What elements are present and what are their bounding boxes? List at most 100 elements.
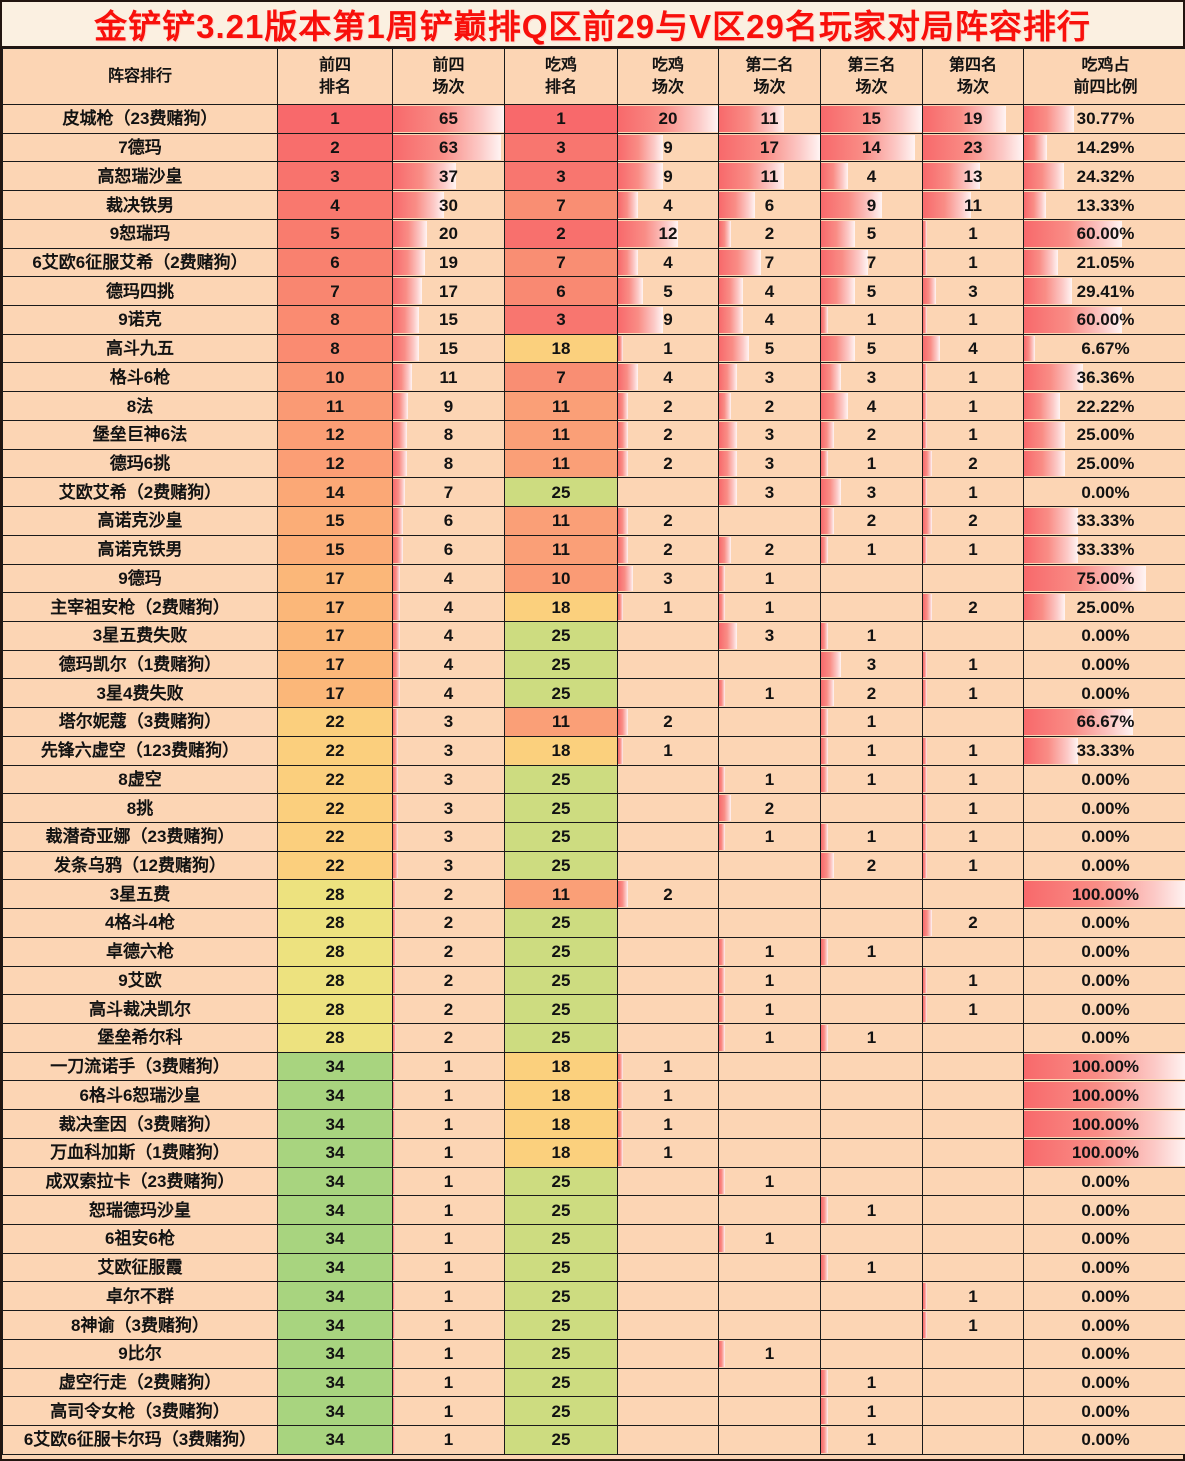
cell-value: 2: [443, 999, 454, 1019]
data-bar: [618, 393, 628, 419]
cell-value: 0.00%: [1081, 1430, 1130, 1450]
data-bar: [923, 307, 928, 333]
cell-value: 12: [658, 224, 678, 244]
cell-value: 3: [443, 769, 454, 789]
games-count-cell: [617, 1166, 719, 1197]
chicken-top4-ratio-cell: 0.00%: [1023, 936, 1185, 967]
games-count-cell: 2: [617, 391, 719, 421]
games-count-cell: 5: [820, 218, 923, 249]
cell-value: 1: [663, 1057, 673, 1077]
games-count-cell: [617, 678, 719, 709]
table-row: 塔尔妮蔻（3费赌狗） 22 3 11 2 1 66.67%: [2, 707, 1185, 737]
cell-value: 1: [866, 453, 877, 473]
cell-value: 0.00%: [1081, 1200, 1130, 1220]
games-count-cell: 1: [922, 994, 1024, 1024]
data-bar: [393, 910, 397, 936]
cell-value: 4: [764, 310, 775, 330]
games-count-cell: [617, 620, 719, 651]
games-count-cell: 3: [718, 477, 821, 508]
games-count-cell: 2: [718, 218, 821, 249]
cell-value: 6.67%: [1081, 339, 1130, 359]
cell-value: 0.00%: [1081, 1315, 1130, 1335]
data-bar: [923, 967, 928, 994]
cell-value: 1: [866, 540, 877, 560]
chicken-top4-ratio-cell: 100.00%: [1023, 1080, 1185, 1111]
data-bar: [719, 421, 737, 448]
data-bar: [393, 766, 399, 793]
data-bar: [1024, 307, 1122, 333]
table-row: 卓尔不群 34 1 25 1 0.00%: [2, 1281, 1185, 1312]
chicken-rank-cell: 25: [504, 994, 618, 1024]
games-count-cell: [922, 1137, 1024, 1168]
table-row: 先锋六虚空（123费赌狗） 22 3 18 1 1 1 33.33%: [2, 735, 1185, 766]
cell-value: 1: [866, 1200, 877, 1220]
games-count-cell: [718, 506, 821, 536]
cell-value: 0.00%: [1081, 1028, 1130, 1048]
cell-value: 2: [968, 511, 978, 531]
games-count-cell: 2: [718, 534, 821, 565]
games-count-cell: [617, 1195, 719, 1226]
cell-value: 1: [968, 798, 978, 818]
chicken-rank-cell: 25: [504, 793, 618, 823]
games-count-cell: 3: [718, 362, 821, 393]
data-bar: [719, 795, 731, 821]
lineup-name-cell: 卓尔不群: [2, 1281, 278, 1312]
cell-value: 9: [443, 396, 454, 416]
column-header-1: 前四 排名: [277, 48, 393, 105]
top4-rank-cell: 34: [277, 1252, 393, 1283]
lineup-name-cell: 裁决铁男: [2, 190, 278, 220]
games-count-cell: 1: [922, 821, 1024, 852]
games-count-cell: 15: [820, 104, 923, 134]
data-bar: [618, 881, 628, 908]
games-count-cell: 2: [820, 678, 923, 709]
chicken-rank-cell: 25: [504, 908, 618, 938]
cell-value: 2: [968, 913, 978, 933]
chicken-top4-ratio-cell: 0.00%: [1023, 821, 1185, 852]
top4-rank-cell: 34: [277, 1310, 393, 1340]
games-count-cell: 5: [617, 276, 719, 307]
top4-rank-cell: 34: [277, 1338, 393, 1369]
table-row: 9恕瑞玛 5 20 2 12 2 5 1 60.00%: [2, 218, 1185, 249]
cell-value: 1: [866, 827, 877, 847]
data-bar: [1024, 1082, 1185, 1109]
chicken-rank-cell: 25: [504, 1338, 618, 1369]
chicken-top4-ratio-cell: 33.33%: [1023, 735, 1185, 766]
games-count-cell: 3: [392, 735, 505, 766]
lineup-name-cell: 先锋六虚空（123费赌狗）: [2, 735, 278, 766]
games-count-cell: [820, 1224, 923, 1254]
cell-value: 1: [968, 396, 978, 416]
data-bar: [923, 278, 937, 305]
games-count-cell: [617, 1252, 719, 1283]
chicken-rank-cell: 18: [504, 1080, 618, 1111]
data-bar: [393, 1398, 395, 1425]
games-count-cell: 3: [718, 419, 821, 450]
chicken-top4-ratio-cell: 0.00%: [1023, 764, 1185, 795]
data-bar: [393, 938, 397, 965]
games-count-cell: 4: [922, 333, 1024, 364]
games-count-cell: 1: [922, 391, 1024, 421]
cell-value: 25.00%: [1076, 425, 1135, 445]
cell-value: 1: [866, 1401, 877, 1421]
chicken-rank-cell: 25: [504, 764, 618, 795]
cell-value: 20: [658, 109, 678, 129]
cell-value: 0.00%: [1081, 856, 1130, 876]
games-count-cell: 2: [617, 419, 719, 450]
table-row: 虚空行走（2费赌狗） 34 1 25 1 0.00%: [2, 1367, 1185, 1398]
cell-value: 6: [443, 540, 454, 560]
cell-value: 6: [443, 511, 454, 531]
data-bar: [923, 249, 928, 276]
chicken-rank-cell: 25: [504, 1396, 618, 1427]
cell-value: 60.00%: [1076, 310, 1135, 330]
cell-value: 1: [764, 970, 775, 990]
cell-value: 3: [443, 827, 454, 847]
cell-value: 2: [764, 224, 775, 244]
cell-value: 0.00%: [1081, 827, 1130, 847]
games-count-cell: 2: [392, 965, 505, 996]
data-bar: [719, 996, 725, 1022]
cell-value: 14: [862, 138, 881, 158]
chicken-top4-ratio-cell: 75.00%: [1023, 563, 1185, 594]
lineup-name-cell: 9比尔: [2, 1338, 278, 1369]
chicken-top4-ratio-cell: 0.00%: [1023, 793, 1185, 823]
chicken-top4-ratio-cell: 0.00%: [1023, 1195, 1185, 1226]
chicken-top4-ratio-cell: 13.33%: [1023, 190, 1185, 220]
